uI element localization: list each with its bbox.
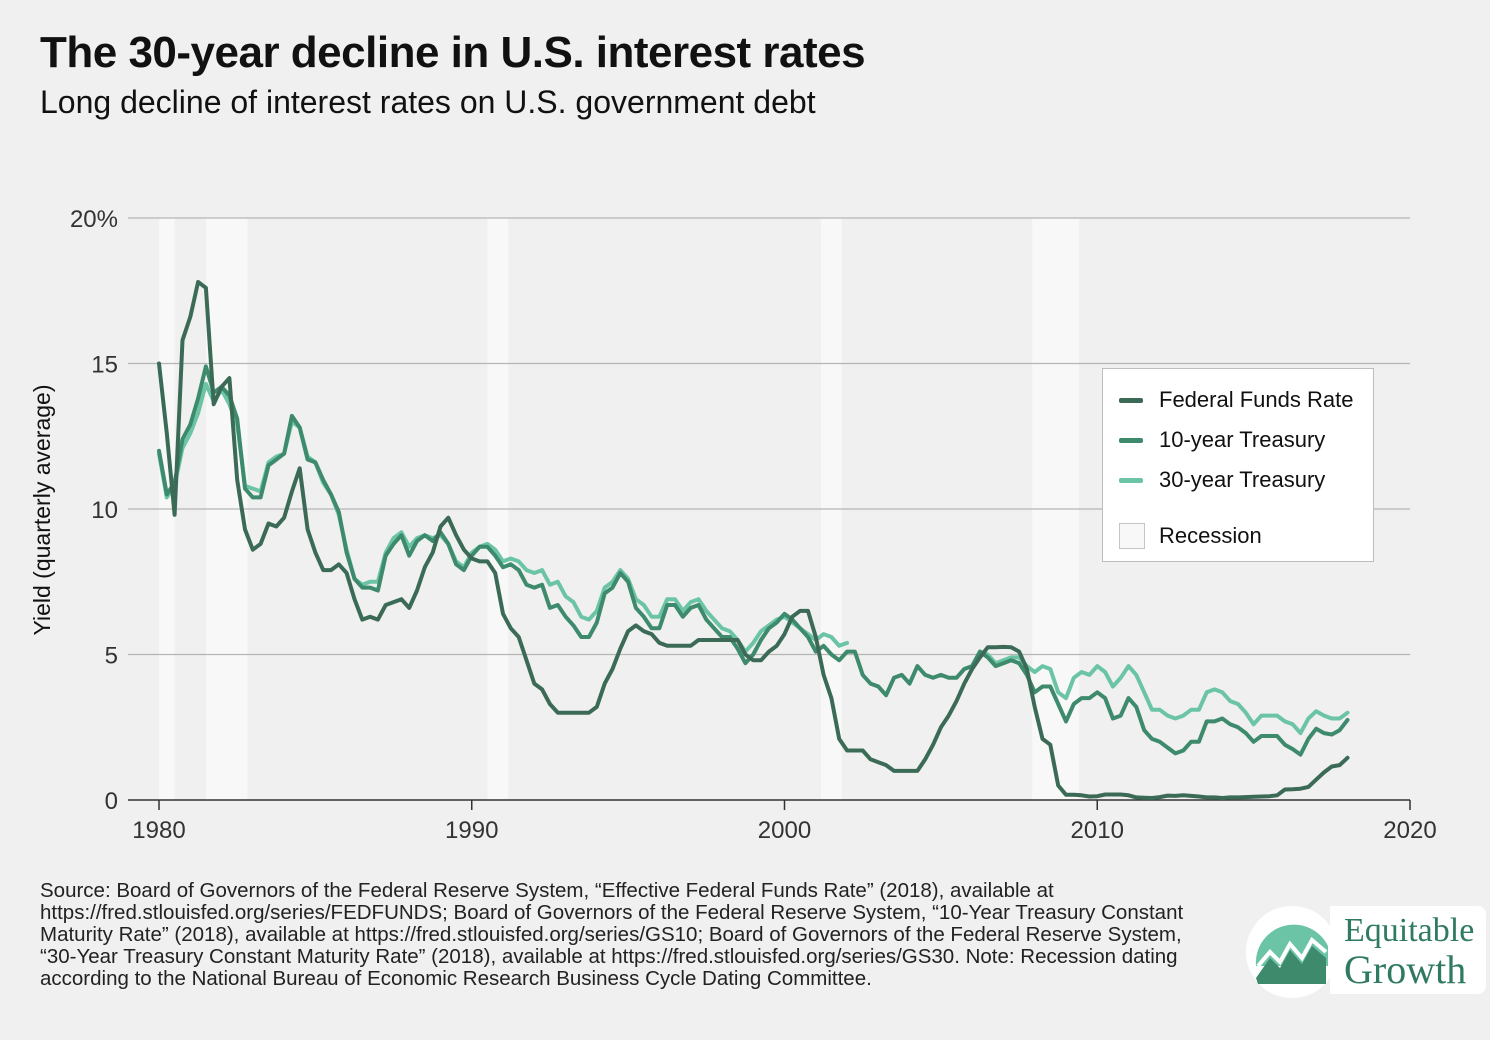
logo-line-equitable: Equitable bbox=[1344, 912, 1475, 949]
legend-label-30-year: 30-year Treasury bbox=[1159, 467, 1326, 492]
x-tick-label-2020: 2020 bbox=[1383, 817, 1436, 844]
chart-subtitle: Long decline of interest rates on U.S. g… bbox=[40, 84, 816, 120]
x-tick-label-1990: 1990 bbox=[445, 817, 498, 844]
chart-title: The 30-year decline in U.S. interest rat… bbox=[40, 28, 866, 77]
legend: Federal Funds Rate 10-year Treasury 30-y… bbox=[1102, 368, 1374, 562]
legend-item-10-year[interactable]: 10-year Treasury bbox=[1119, 425, 1325, 455]
x-tick-label-1980: 1980 bbox=[132, 817, 185, 844]
y-tick-label-15: 15 bbox=[91, 352, 118, 379]
axes: 0 5 10 15 20% 1980 1990 2000 2010 2020 bbox=[70, 206, 1437, 844]
legend-item-30-year[interactable]: 30-year Treasury bbox=[1119, 465, 1325, 495]
legend-label-fed-funds: Federal Funds Rate bbox=[1159, 387, 1354, 412]
logo-line-growth: Growth bbox=[1344, 947, 1467, 992]
legend-swatch-recession bbox=[1119, 523, 1145, 549]
legend-item-fed-funds[interactable]: Federal Funds Rate bbox=[1119, 385, 1353, 415]
legend-label-10-year: 10-year Treasury bbox=[1159, 427, 1326, 452]
legend-label-recession: Recession bbox=[1159, 523, 1262, 548]
y-tick-label-0: 0 bbox=[105, 788, 118, 815]
y-axis-label: Yield (quarterly average) bbox=[29, 385, 55, 636]
logo-mark bbox=[1246, 906, 1338, 998]
x-tick-label-2000: 2000 bbox=[758, 817, 811, 844]
equitable-growth-logo[interactable]: Equitable Growth bbox=[1246, 902, 1486, 998]
series-line-1 bbox=[157, 364, 1350, 757]
series-line-3 bbox=[970, 649, 1350, 736]
growth-chart-icon bbox=[1248, 908, 1336, 996]
source-note: Source: Board of Governors of the Federa… bbox=[40, 879, 1184, 990]
logo-wordmark: Equitable Growth bbox=[1330, 906, 1486, 994]
legend-swatch-30-year bbox=[1119, 477, 1143, 483]
series-line-0 bbox=[157, 280, 1350, 800]
series-lines bbox=[157, 280, 1350, 800]
series-line-2 bbox=[157, 381, 850, 654]
legend-swatch-fed-funds bbox=[1119, 397, 1143, 403]
x-tick-label-2010: 2010 bbox=[1071, 817, 1124, 844]
y-tick-label-5: 5 bbox=[105, 643, 118, 670]
legend-swatch-10-year bbox=[1119, 437, 1143, 443]
legend-item-recession[interactable]: Recession bbox=[1119, 521, 1262, 551]
y-tick-label-20: 20% bbox=[70, 206, 118, 233]
y-tick-label-10: 10 bbox=[91, 497, 118, 524]
